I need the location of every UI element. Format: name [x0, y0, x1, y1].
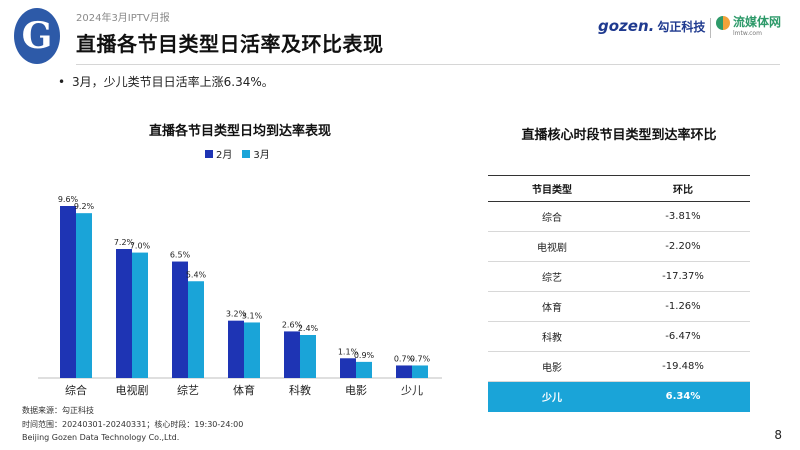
header-divider	[76, 64, 780, 65]
chart-title: 直播各节目类型日均到达率表现	[148, 124, 331, 139]
data-label-mar-6: 0.7%	[410, 354, 431, 363]
table-header-type: 节目类型	[488, 175, 616, 202]
row-change: -2.20%	[616, 231, 750, 262]
row-type: 电视剧	[488, 231, 616, 262]
brand-divider	[710, 18, 711, 38]
x-tick-label-0: 综合	[65, 383, 87, 397]
summary-text: 3月，少儿类节目日活率上涨6.34%。	[72, 75, 274, 89]
data-label-feb-6: 0.7%	[394, 354, 415, 363]
bar-feb-4	[284, 331, 300, 378]
row-type: 体育	[488, 291, 616, 322]
row-type: 少儿	[488, 381, 616, 412]
comparison-table: 节目类型 环比 综合 -3.81% 电视剧 -2.20% 综艺 -17.37% 体育 -…	[488, 175, 750, 412]
footnote-company: Beijing Gozen Data Technology Co.,Ltd.	[22, 433, 180, 442]
data-label-mar-4: 2.4%	[298, 324, 319, 333]
data-label-feb-0: 9.6%	[58, 195, 79, 204]
row-type: 综艺	[488, 261, 616, 292]
data-label-feb-3: 3.2%	[226, 310, 247, 319]
legend-item-mar: 3月	[242, 146, 270, 161]
gozen-brand-word: gozen.	[598, 17, 655, 35]
legend-swatch-feb	[205, 149, 213, 158]
page-title: 直播各节目类型日活率及环比表现	[76, 32, 384, 56]
summary-bullet: • 3月，少儿类节目日活率上涨6.34%。	[58, 73, 274, 90]
data-label-feb-2: 6.5%	[170, 251, 191, 260]
bar-mar-4	[300, 335, 316, 378]
legend-label-mar: 3月	[253, 150, 270, 161]
table-row: 科教 -6.47%	[488, 321, 750, 352]
row-type: 电影	[488, 351, 616, 382]
legend-label-feb: 2月	[216, 150, 233, 161]
lmtw-brand-name: 流媒体网	[733, 15, 782, 29]
data-label-mar-5: 0.9%	[354, 351, 375, 360]
data-label-mar-3: 3.1%	[242, 311, 263, 320]
legend-item-feb: 2月	[205, 146, 232, 161]
table-row: 电影 -19.48%	[488, 351, 750, 382]
bar-feb-5	[340, 358, 356, 378]
bar-feb-2	[172, 261, 188, 378]
table-row: 综合 -3.81%	[488, 201, 750, 232]
x-tick-label-2: 综艺	[177, 383, 199, 397]
x-tick-label-5: 电影	[345, 384, 367, 397]
lmtw-brand-url: lmtw.com	[733, 30, 762, 37]
table-row: 电视剧 -2.20%	[488, 231, 750, 262]
row-change: -6.47%	[616, 321, 750, 352]
lmtw-logo-icon	[716, 16, 730, 30]
table-row-highlight: 少儿 6.34%	[488, 381, 750, 412]
chart-legend: 2月 3月	[205, 146, 270, 161]
table-header-change: 环比	[616, 175, 750, 202]
bar-mar-2	[188, 281, 204, 378]
row-type: 科教	[488, 321, 616, 352]
page-number: 8	[774, 428, 782, 442]
bar-mar-3	[244, 322, 260, 378]
bar-mar-1	[132, 252, 148, 378]
data-label-feb-4: 2.6%	[282, 320, 303, 329]
gozen-brand-cn: 勾正科技	[657, 20, 706, 34]
bullet-dot-icon: •	[58, 75, 66, 89]
row-type: 综合	[488, 201, 616, 232]
row-change: -3.81%	[616, 201, 750, 232]
data-label-mar-1: 7.0%	[130, 242, 151, 251]
lmtw-brand-logo: 流媒体网 lmtw.com	[716, 14, 781, 38]
table-header-row: 节目类型 环比	[488, 175, 750, 202]
footnote-period: 时间范围：20240301-20240331；核心时段：19:30-24:00	[22, 420, 244, 429]
x-tick-label-1: 电视剧	[116, 383, 149, 397]
x-tick-label-4: 科教	[289, 383, 311, 397]
table-title: 直播核心时段节目类型到达率环比	[521, 128, 717, 143]
table-row: 体育 -1.26%	[488, 291, 750, 322]
row-change: -1.26%	[616, 291, 750, 322]
gozen-brand-logo: gozen. 勾正科技	[598, 17, 705, 35]
row-change: -19.48%	[616, 351, 750, 382]
x-tick-label-3: 体育	[233, 383, 255, 397]
bar-mar-5	[356, 361, 372, 378]
bar-feb-0	[60, 206, 76, 378]
row-change: 6.34%	[616, 381, 750, 412]
bar-feb-3	[228, 320, 244, 378]
gozen-logo-icon: G	[14, 8, 60, 64]
report-label: 2024年3月IPTV月报	[76, 13, 170, 24]
legend-swatch-mar	[242, 149, 251, 158]
bar-mar-6	[412, 365, 428, 378]
footnote-source: 数据来源：勾正科技	[22, 406, 94, 415]
bar-feb-1	[116, 249, 132, 378]
data-label-feb-5: 1.1%	[338, 347, 359, 356]
x-tick-label-6: 少儿	[401, 384, 423, 397]
data-label-mar-0: 9.2%	[74, 202, 95, 211]
bar-mar-0	[76, 213, 92, 378]
bar-feb-6	[396, 365, 412, 378]
table-row: 综艺 -17.37%	[488, 261, 750, 292]
row-change: -17.37%	[616, 261, 750, 292]
data-label-mar-2: 5.4%	[186, 270, 207, 279]
data-label-feb-1: 7.2%	[114, 238, 135, 247]
